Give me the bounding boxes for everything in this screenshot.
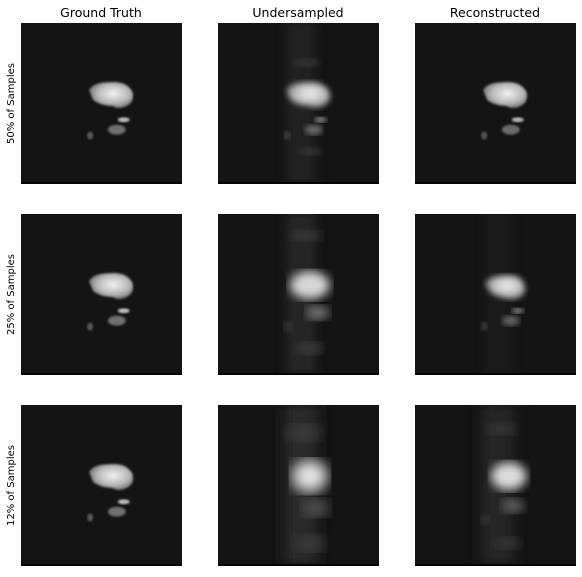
image-gt-50 (21, 23, 182, 184)
image-gt-25 (21, 214, 182, 375)
row-label-25: 25% of Samples (5, 254, 17, 335)
image-reconstructed-12 (415, 405, 576, 566)
image-gt-12 (21, 405, 182, 566)
row-label-12: 12% of Samples (5, 445, 17, 526)
image-reconstructed-25 (415, 214, 576, 375)
image-reconstructed-50 (415, 23, 576, 184)
image-undersampled-25 (218, 214, 379, 375)
column-title-ground-truth: Ground Truth (60, 5, 142, 20)
column-title-reconstructed: Reconstructed (449, 5, 541, 20)
image-undersampled-50 (218, 23, 379, 184)
image-undersampled-12 (218, 405, 379, 566)
row-label-50: 50% of Samples (5, 63, 17, 144)
column-title-undersampled: Undersampled (252, 5, 344, 20)
